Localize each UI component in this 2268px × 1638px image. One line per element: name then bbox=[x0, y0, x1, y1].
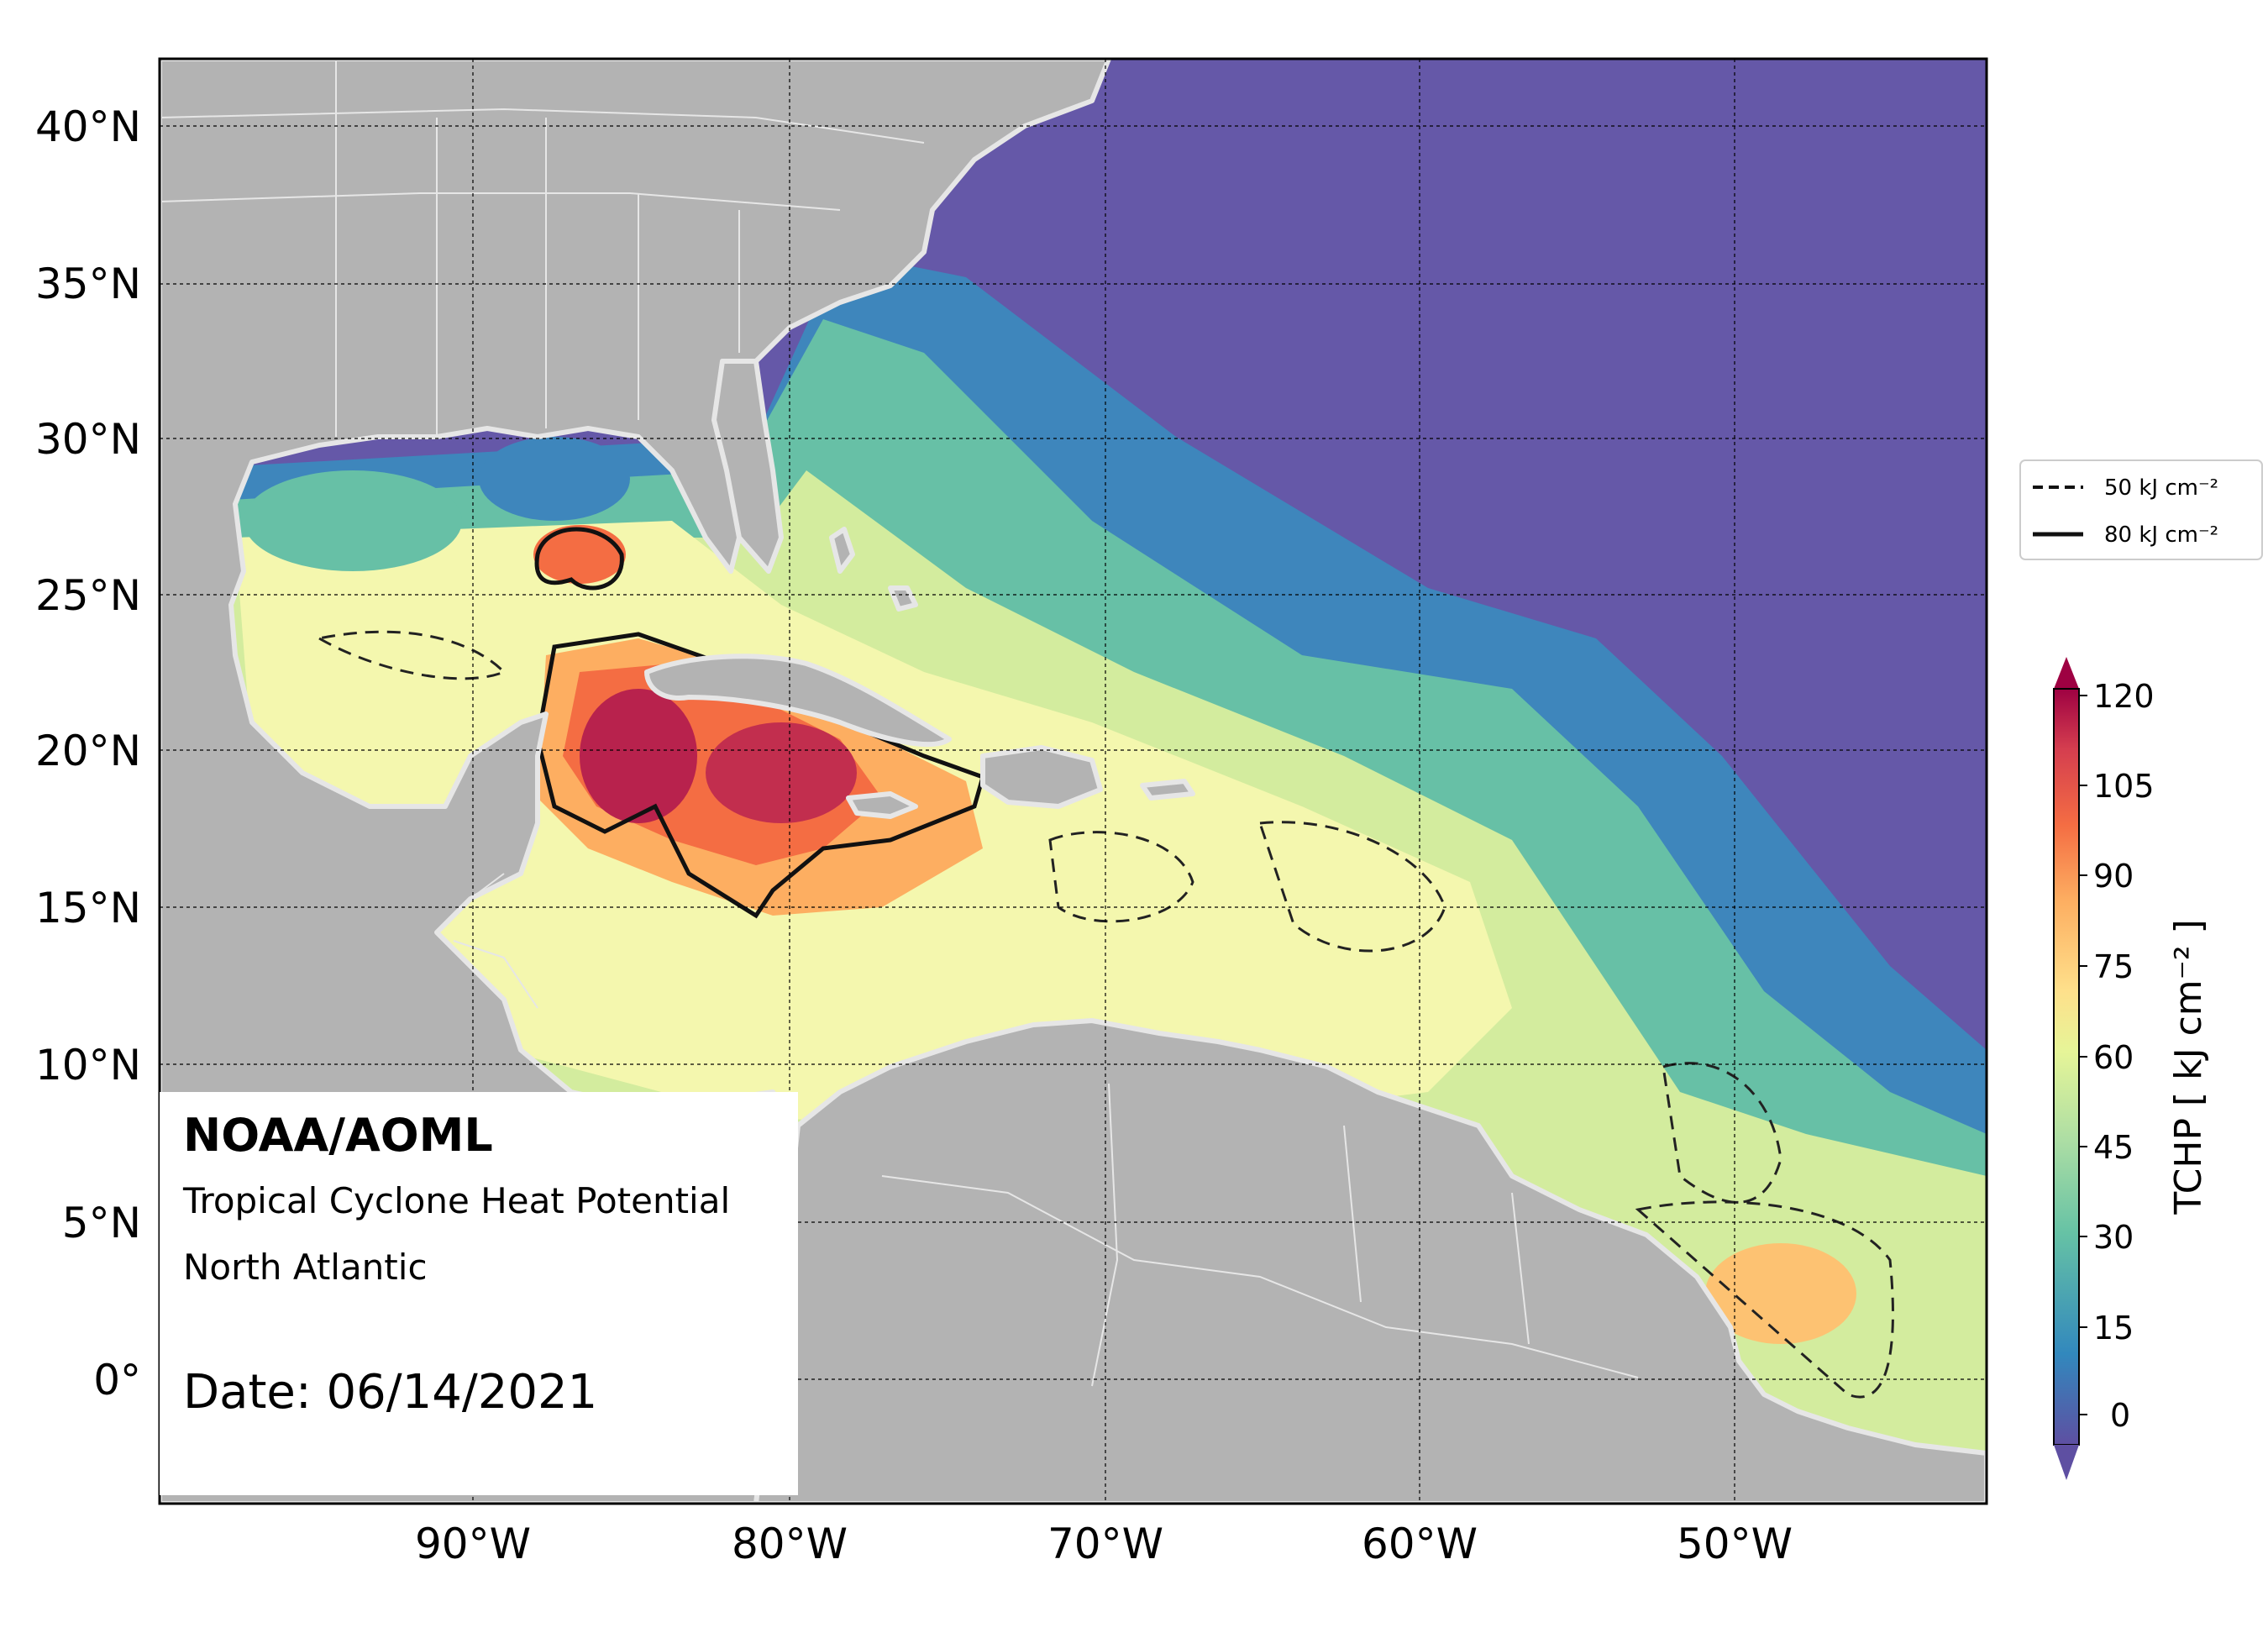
florida bbox=[711, 359, 784, 574]
lon-tick-label: 70°W bbox=[1047, 1520, 1163, 1568]
lat-tick-label: 20°N bbox=[35, 727, 141, 775]
caribbean-peak-east bbox=[706, 722, 857, 823]
lat-tick-label: 10°N bbox=[35, 1041, 141, 1089]
colorbar-tick-label: 105 bbox=[2093, 768, 2155, 805]
lat-tick-label: 25°N bbox=[35, 571, 141, 620]
colorbar-tick-label: 15 bbox=[2093, 1310, 2134, 1347]
plot-frame bbox=[158, 57, 1988, 1505]
lat-tick-label: 5°N bbox=[62, 1199, 141, 1247]
contour-legend: 50 kJ cm⁻² 80 kJ cm⁻² bbox=[2019, 459, 2263, 560]
info-box bbox=[160, 1092, 798, 1495]
lon-tick-label: 60°W bbox=[1362, 1520, 1478, 1568]
colorbar-bottom-extend bbox=[2054, 1445, 2079, 1480]
hispaniola bbox=[980, 745, 1103, 809]
south-america bbox=[753, 1018, 1987, 1504]
loop-current-eddy bbox=[533, 525, 626, 584]
borders bbox=[160, 59, 1639, 1387]
lat-tick-label: 0° bbox=[93, 1356, 141, 1404]
colorbar-title: TCHP [ kJ cm⁻² ] bbox=[2167, 919, 2210, 1215]
lat-tick-label: 40°N bbox=[35, 102, 141, 151]
lat-tick-label: 35°N bbox=[35, 260, 141, 308]
lon-tick-label: 90°W bbox=[415, 1520, 531, 1568]
gulf-cool-patch bbox=[244, 470, 462, 571]
colorbar-tick-label: 120 bbox=[2093, 678, 2155, 715]
product-label: Tropical Cyclone Heat Potential bbox=[183, 1180, 731, 1221]
colorbar-ticks bbox=[2079, 695, 2087, 1415]
colorbar-tick-label: 45 bbox=[2093, 1129, 2134, 1166]
lat-tick-label: 30°N bbox=[35, 415, 141, 464]
region-label: North Atlantic bbox=[183, 1247, 428, 1288]
date-label: Date: 06/14/2021 bbox=[183, 1365, 598, 1420]
lon-tick-label: 50°W bbox=[1677, 1520, 1793, 1568]
colorbar-tick-label: 75 bbox=[2093, 948, 2134, 985]
colorbar-tick-label: 60 bbox=[2093, 1039, 2134, 1076]
caribbean-peak-west bbox=[580, 689, 697, 823]
colorbar: 120 105 90 75 60 45 30 15 0 TCHP [ kJ cm… bbox=[2053, 657, 2210, 1480]
colorbar-body bbox=[2053, 688, 2080, 1446]
jamaica bbox=[846, 791, 918, 819]
lat-tick-label: 15°N bbox=[35, 884, 141, 932]
lat-tick-labels: 40°N 35°N 30°N 25°N 20°N 15°N 10°N 5°N 0… bbox=[35, 102, 141, 1404]
gulf-cool-patch-2 bbox=[479, 437, 630, 521]
colorbar-tick-label: 30 bbox=[2093, 1219, 2134, 1256]
contour-80-eddy bbox=[534, 527, 624, 591]
puerto-rico bbox=[1140, 779, 1195, 801]
bahamas bbox=[829, 527, 918, 612]
colorbar-top-extend bbox=[2054, 657, 2079, 689]
colorbar-tick-label: 90 bbox=[2093, 858, 2134, 895]
lon-tick-labels: 90°W 80°W 70°W 60°W 50°W bbox=[415, 1520, 1793, 1568]
legend-item-50: 50 kJ cm⁻² bbox=[2104, 475, 2218, 501]
agency-label: NOAA/AOML bbox=[183, 1109, 493, 1162]
contour-50 bbox=[315, 630, 1894, 1399]
legend-item-80: 80 kJ cm⁻² bbox=[2104, 522, 2218, 548]
lon-tick-label: 80°W bbox=[732, 1520, 848, 1568]
guiana-warm-patch bbox=[1705, 1243, 1856, 1344]
colorbar-tick-label: 0 bbox=[2110, 1397, 2130, 1434]
cuba bbox=[644, 654, 952, 748]
